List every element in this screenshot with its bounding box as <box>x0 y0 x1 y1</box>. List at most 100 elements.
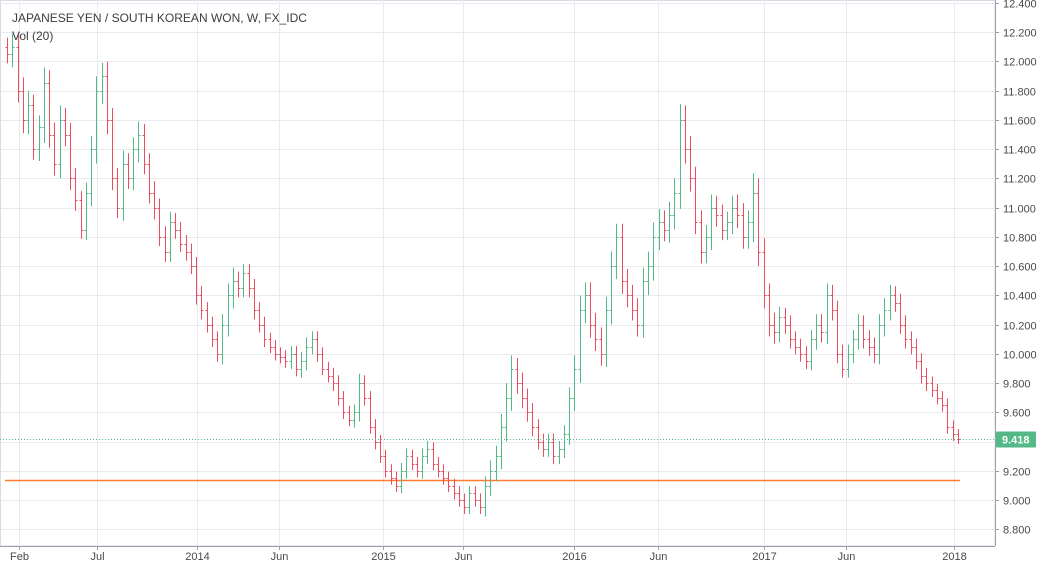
ohlc-bar <box>741 203 746 249</box>
ohlc-bar <box>956 429 961 444</box>
ohlc-bar <box>257 302 262 333</box>
ohlc-bar <box>52 122 57 176</box>
ohlc-bar <box>814 314 819 350</box>
ohlc-bar <box>520 372 525 409</box>
ohlc-bar <box>37 115 42 162</box>
ohlc-bar <box>720 204 725 241</box>
ohlc-bar <box>793 331 798 355</box>
ohlc-bar <box>378 435 383 463</box>
ohlc-bar <box>840 344 845 378</box>
ohlc-bar <box>63 108 68 147</box>
ohlc-bar <box>541 433 546 457</box>
x-tick-label: Jun <box>271 551 289 563</box>
ohlc-bar <box>483 476 488 517</box>
ohlc-bar <box>226 283 231 337</box>
ohlc-bar <box>115 167 120 219</box>
ohlc-bar <box>473 486 478 507</box>
ohlc-bar <box>751 173 756 243</box>
ohlc-bar <box>42 67 47 144</box>
ohlc-bar <box>772 312 777 344</box>
ohlc-bar <box>157 198 162 247</box>
x-tick-label: 2015 <box>371 551 395 563</box>
ohlc-bar <box>152 181 157 220</box>
ohlc-bar <box>315 331 320 362</box>
ohlc-bar <box>819 314 824 343</box>
ohlc-bar <box>368 391 373 434</box>
x-tick-label: Jul <box>90 551 104 563</box>
y-tick-label: 11.600 <box>1003 116 1036 128</box>
x-tick-label: Jun <box>455 551 473 563</box>
x-tick-label: 2018 <box>942 551 966 563</box>
ohlc-bar <box>389 464 394 485</box>
y-tick-label: 9.200 <box>1003 467 1031 479</box>
ohlc-bar <box>262 316 267 348</box>
ohlc-bar <box>903 315 908 349</box>
ohlc-bar <box>441 464 446 485</box>
ohlc-bar <box>893 286 898 312</box>
ohlc-bar <box>657 209 662 251</box>
ohlc-bar <box>194 256 199 305</box>
ohlc-bar <box>58 105 63 179</box>
ohlc-bar <box>21 77 26 134</box>
ohlc-bar <box>951 420 956 441</box>
time-axis: Feb Jul 2014 Jun 2015 Jun 2016 Jun 2017 Jun 2018 <box>0 546 995 563</box>
ohlc-bar <box>593 312 598 352</box>
ohlc-bar <box>825 283 830 344</box>
ohlc-bar <box>310 331 315 355</box>
ohlc-bar <box>100 62 105 104</box>
ohlc-bar <box>725 211 730 241</box>
ohlc-bar <box>499 413 504 470</box>
x-tick-label: Jun <box>838 551 856 563</box>
ohlc-bar <box>331 367 336 392</box>
ohlc-bar <box>16 34 21 103</box>
ohlc-bar <box>136 121 141 163</box>
y-tick-label: 9.600 <box>1003 408 1031 420</box>
ohlc-bar <box>189 243 194 275</box>
ohlc-bar <box>231 267 236 309</box>
ohlc-bar <box>241 264 246 298</box>
ohlc-bar <box>431 442 436 471</box>
ohlc-bar <box>205 302 210 333</box>
ohlc-bar <box>567 387 572 445</box>
ohlc-bar <box>210 316 215 348</box>
ohlc-bar <box>572 355 577 411</box>
y-tick-label: 11.000 <box>1003 204 1036 216</box>
y-tick-label: 12.200 <box>1003 28 1037 40</box>
ohlc-bar <box>163 226 168 263</box>
ohlc-bar <box>867 330 872 356</box>
last-price-badge: 9.418 <box>996 431 1036 448</box>
y-tick-label: 9.800 <box>1003 379 1031 391</box>
ohlc-bar <box>536 419 541 450</box>
ohlc-bar <box>693 166 698 235</box>
ohlc-bar <box>919 353 924 384</box>
y-tick-label: 12.000 <box>1003 57 1037 69</box>
ohlc-bar <box>756 178 761 267</box>
ohlc-bar <box>446 471 451 493</box>
ohlc-bar <box>525 388 530 422</box>
ohlc-bar <box>415 456 420 478</box>
ohlc-bars <box>5 33 961 517</box>
ohlc-bar <box>709 194 714 251</box>
ohlc-bar <box>352 404 357 428</box>
ohlc-bar <box>26 90 31 135</box>
price-axis: 12.400 12.200 12.000 11.800 11.600 11.400 11.2… <box>0 0 1037 546</box>
ohlc-bar <box>5 37 10 64</box>
ohlc-bar <box>31 94 36 160</box>
ohlc-bar <box>635 298 640 337</box>
y-tick-label: 8.800 <box>1003 525 1031 537</box>
ohlc-bar <box>646 251 651 296</box>
ohlc-bar <box>746 210 751 249</box>
x-tick-label: Feb <box>10 551 29 563</box>
ohlc-bar <box>630 284 635 321</box>
ohlc-bar <box>347 405 352 427</box>
ohlc-bar <box>557 441 562 465</box>
x-tick-label: 2014 <box>185 551 209 563</box>
y-tick-label: 11.200 <box>1003 174 1036 186</box>
ohlc-bar <box>604 296 609 368</box>
ohlc-bar <box>73 167 78 211</box>
ohlc-bar <box>304 337 309 371</box>
ohlc-bar <box>530 403 535 437</box>
ohlc-bar <box>121 150 126 221</box>
ohlc-bar <box>704 225 709 264</box>
